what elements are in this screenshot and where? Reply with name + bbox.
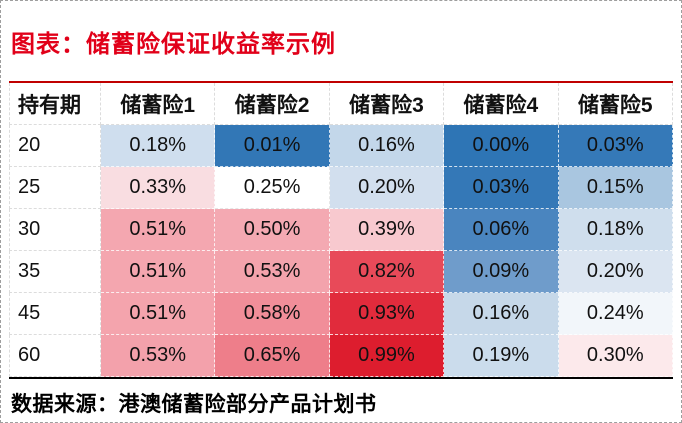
column-header-product-1: 储蓄险1 <box>101 83 216 125</box>
header-row: 持有期 储蓄险1 储蓄险2 储蓄险3 储蓄险4 储蓄险5 <box>9 83 673 125</box>
yield-cell: 0.25% <box>215 167 330 209</box>
yield-cell: 0.51% <box>101 251 216 293</box>
yield-cell: 0.15% <box>558 167 673 209</box>
column-header-product-4: 储蓄险4 <box>444 83 559 125</box>
yield-cell: 0.18% <box>558 209 673 251</box>
yield-cell: 0.06% <box>444 209 559 251</box>
yield-cell: 0.58% <box>215 293 330 335</box>
row-label-period: 35 <box>9 251 101 293</box>
row-label-period: 30 <box>9 209 101 251</box>
column-header-product-3: 储蓄险3 <box>329 83 445 125</box>
yield-cell: 0.39% <box>329 209 445 251</box>
yield-cell: 0.50% <box>215 209 330 251</box>
yield-cell: 0.30% <box>558 335 673 377</box>
table-row: 20 0.18% 0.01% 0.16% 0.00% 0.03% <box>9 125 673 167</box>
yield-cell: 0.09% <box>444 251 559 293</box>
table-body: 20 0.18% 0.01% 0.16% 0.00% 0.03% 25 0.33% 0.25% 0… <box>9 125 673 377</box>
yield-cell: 0.82% <box>329 251 445 293</box>
row-label-period: 20 <box>9 125 101 167</box>
yield-cell: 0.03% <box>444 167 559 209</box>
yield-cell: 0.53% <box>215 251 330 293</box>
yield-cell: 0.16% <box>444 293 559 335</box>
yield-cell: 0.18% <box>101 125 216 167</box>
yield-cell: 0.51% <box>101 293 216 335</box>
yield-cell: 0.00% <box>444 125 559 167</box>
yield-cell: 0.20% <box>558 251 673 293</box>
yield-cell: 0.99% <box>329 335 445 377</box>
table-row: 45 0.51% 0.58% 0.93% 0.16% 0.24% <box>9 293 673 335</box>
table-row: 60 0.53% 0.65% 0.99% 0.19% 0.30% <box>9 335 673 377</box>
table-row: 35 0.51% 0.53% 0.82% 0.09% 0.20% <box>9 251 673 293</box>
column-header-product-2: 储蓄险2 <box>215 83 330 125</box>
yield-cell: 0.20% <box>329 167 445 209</box>
row-label-period: 60 <box>9 335 101 377</box>
yield-cell: 0.16% <box>329 125 445 167</box>
yield-cell: 0.93% <box>329 293 445 335</box>
data-source-note: 数据来源：港澳储蓄险部分产品计划书 <box>11 393 377 416</box>
row-label-period: 25 <box>9 167 101 209</box>
table-bottom-rule <box>9 377 673 379</box>
yield-cell: 0.01% <box>215 125 330 167</box>
row-label-period: 45 <box>9 293 101 335</box>
yield-heatmap-table: 持有期 储蓄险1 储蓄险2 储蓄险3 储蓄险4 储蓄险5 20 0.18% 0.01% 0.16… <box>9 83 673 377</box>
column-header-period: 持有期 <box>9 83 101 125</box>
yield-cell: 0.53% <box>101 335 216 377</box>
figure-title: 图表：储蓄险保证收益率示例 <box>11 30 336 58</box>
title-divider-rule <box>9 81 673 83</box>
yield-cell: 0.24% <box>558 293 673 335</box>
yield-cell: 0.51% <box>101 209 216 251</box>
yield-cell: 0.33% <box>101 167 216 209</box>
yield-cell: 0.65% <box>215 335 330 377</box>
table-row: 30 0.51% 0.50% 0.39% 0.06% 0.18% <box>9 209 673 251</box>
yield-cell: 0.03% <box>558 125 673 167</box>
table-row: 25 0.33% 0.25% 0.20% 0.03% 0.15% <box>9 167 673 209</box>
yield-cell: 0.19% <box>444 335 559 377</box>
column-header-product-5: 储蓄险5 <box>558 83 673 125</box>
